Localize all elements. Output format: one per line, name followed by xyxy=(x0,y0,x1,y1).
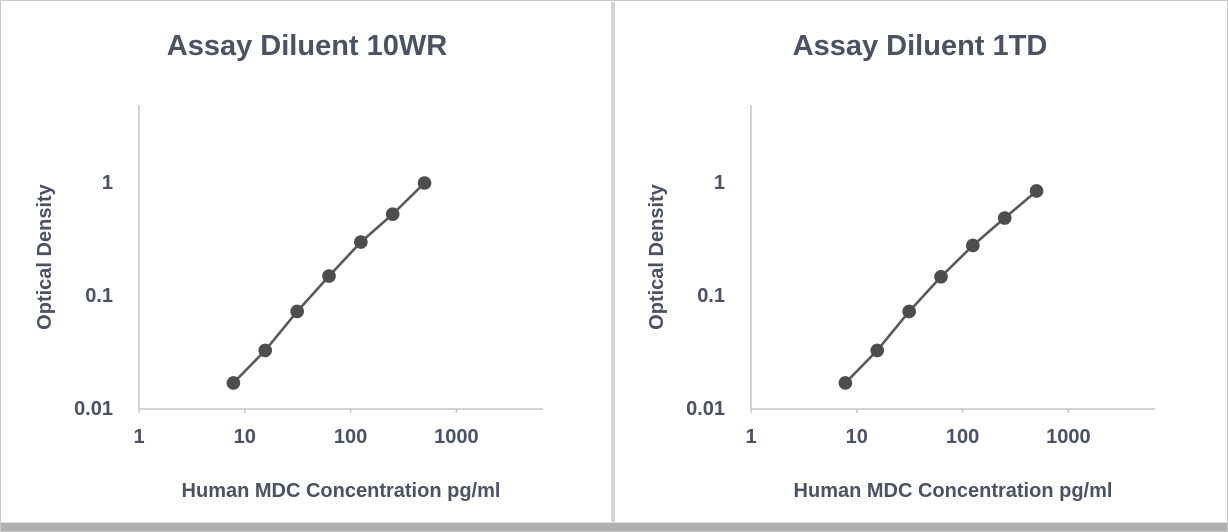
data-point xyxy=(870,343,885,358)
x-axis-label: Human MDC Concentration pg/ml xyxy=(793,480,1113,502)
x-tick-label: 100 xyxy=(945,426,980,448)
chart-title: Assay Diluent 1TD xyxy=(792,30,1048,62)
x-tick-label: 1 xyxy=(745,426,757,448)
chart-title: Assay Diluent 10WR xyxy=(166,30,448,62)
x-tick-label: 10 xyxy=(233,426,256,448)
data-point xyxy=(417,176,432,190)
standard-curve-chart xyxy=(138,105,543,413)
x-tick-label: 1000 xyxy=(434,426,479,448)
axis-lines xyxy=(750,105,1155,410)
panel-assay-diluent-10wr: Assay Diluent 10WR Optical Density Human… xyxy=(3,2,611,522)
data-point xyxy=(997,211,1012,225)
x-tick-label: 1 xyxy=(133,426,145,448)
data-point xyxy=(902,304,916,319)
y-tick-label: 0.1 xyxy=(697,285,725,307)
data-point xyxy=(385,207,400,221)
data-point xyxy=(322,269,336,283)
data-point xyxy=(290,304,304,319)
axis-lines xyxy=(138,105,543,410)
y-tick-label: 1 xyxy=(101,172,113,194)
data-point xyxy=(838,376,853,390)
x-tick-label: 1000 xyxy=(1046,426,1091,448)
chart-panels-row: Assay Diluent 10WR Optical Density Human… xyxy=(3,2,1225,522)
panel-assay-diluent-1td: Assay Diluent 1TD Optical Density Human … xyxy=(615,2,1225,522)
y-tick-label: 0.1 xyxy=(85,285,113,307)
x-tick-label: 10 xyxy=(845,426,868,448)
data-point xyxy=(258,343,273,358)
y-tick-label: 1 xyxy=(713,172,725,194)
data-point xyxy=(354,235,368,249)
x-axis-label: Human MDC Concentration pg/ml xyxy=(181,480,501,502)
standard-curve-chart xyxy=(750,105,1155,413)
y-tick-label: 0.01 xyxy=(74,398,113,420)
data-point xyxy=(966,238,980,253)
x-tick-label: 100 xyxy=(333,426,368,448)
y-tick-label: 0.01 xyxy=(686,398,725,420)
bottom-strip xyxy=(1,522,1227,531)
data-point xyxy=(226,376,241,390)
data-point xyxy=(1029,184,1044,198)
data-point xyxy=(934,269,948,284)
panel-divider xyxy=(611,2,615,522)
